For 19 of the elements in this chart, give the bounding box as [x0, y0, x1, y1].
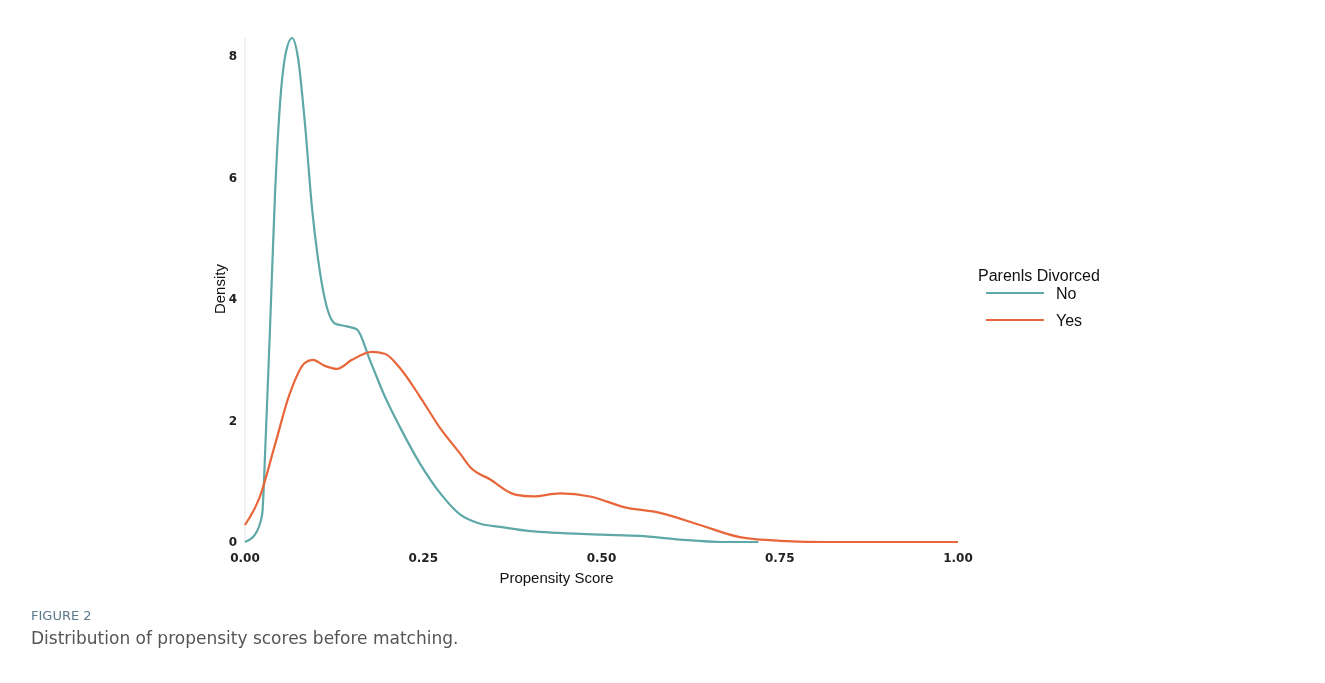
legend-title: Parenls Divorced	[978, 267, 1100, 284]
y-tick-label: 4	[228, 292, 237, 307]
text: Distribution of propensity scores before matching.	[31, 628, 459, 648]
legend-label: No	[1056, 285, 1077, 302]
line-series	[243, 36, 760, 544]
x-tick-label: 0.25	[408, 551, 439, 565]
caption: FIGURE 2	[31, 608, 92, 623]
x-axis-title: Propensity Score	[499, 569, 614, 586]
x-tick-label: 1.00	[943, 551, 973, 565]
y-tick-label: 0	[228, 535, 237, 549]
x-tick-label: 0.50	[586, 551, 617, 565]
x-tick-label: 0.00	[230, 551, 260, 565]
x-tick-label: 0.75	[764, 551, 795, 565]
y-axis-title: Density	[211, 263, 228, 315]
y-tick-label: 6	[228, 170, 237, 185]
legend-label: Yes	[1056, 312, 1083, 329]
y-tick-label: 2	[228, 413, 237, 428]
y-tick-label: 8	[228, 49, 237, 64]
line-series	[243, 350, 960, 544]
